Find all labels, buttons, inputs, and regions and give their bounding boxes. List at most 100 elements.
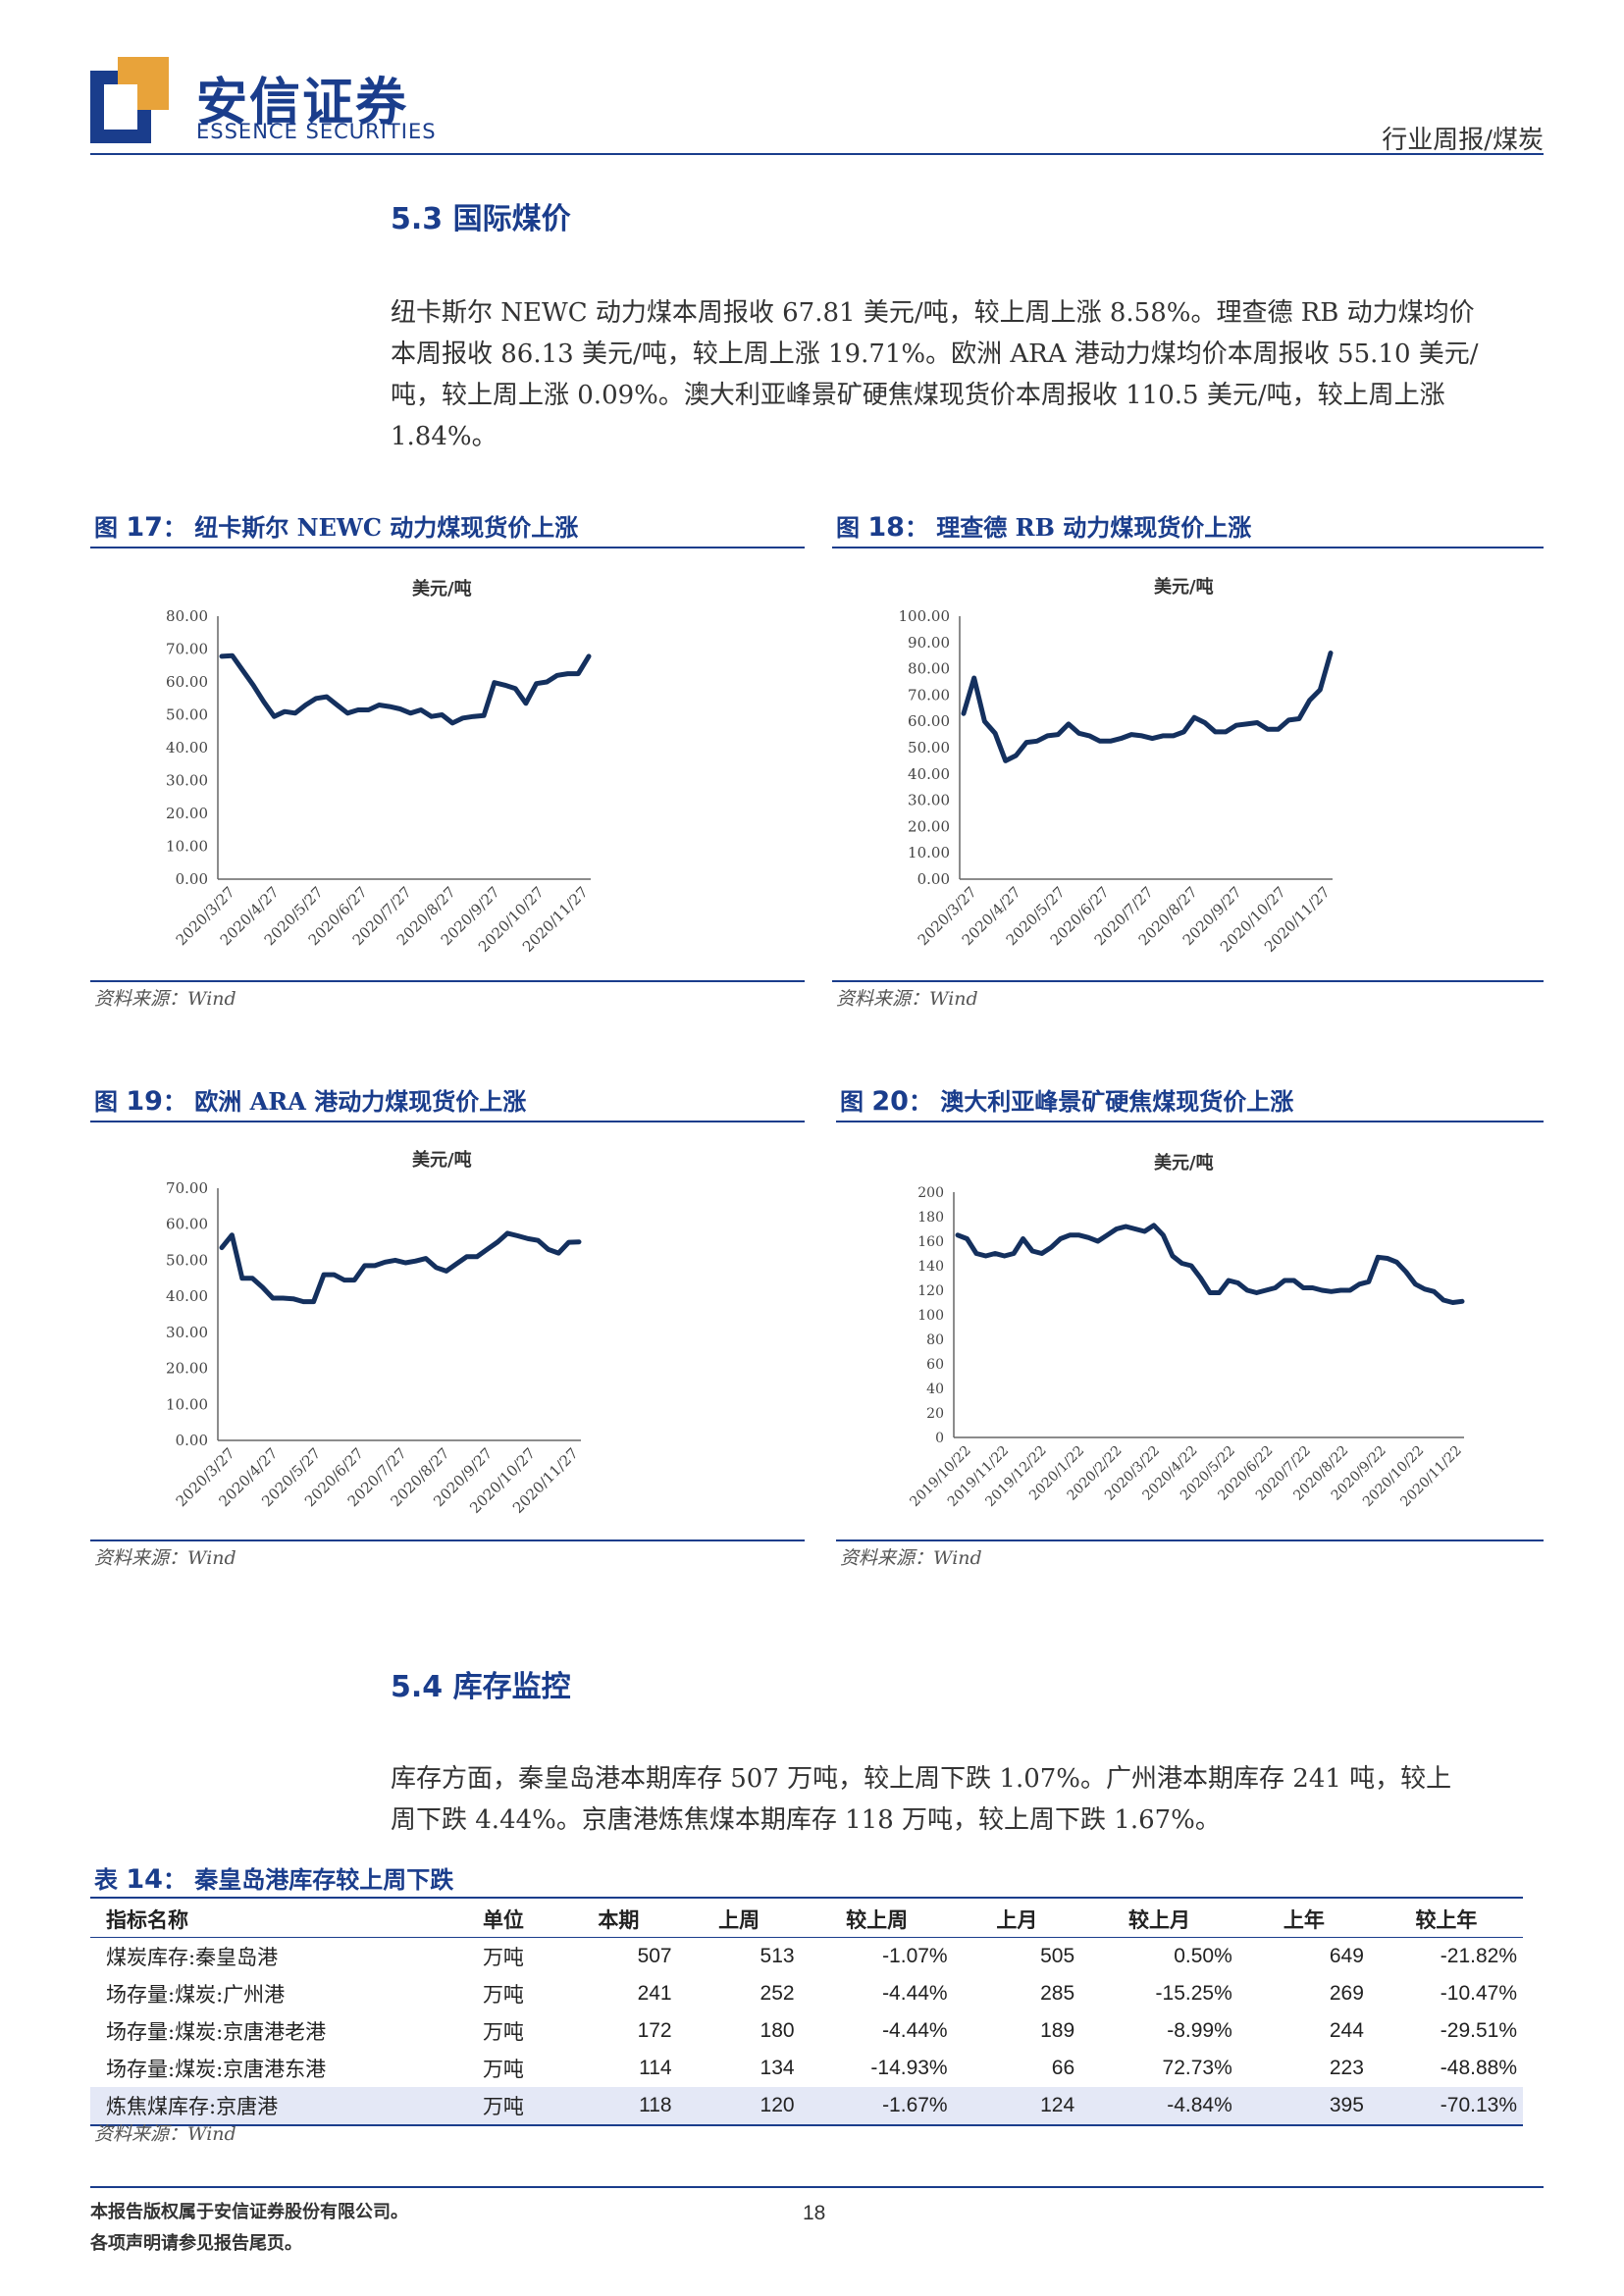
table-source: 资料来源：Wind [94, 2123, 236, 2145]
figure-20-source: 资料来源：Wind [840, 1547, 982, 1569]
cell-name: 炼焦煤库存:京唐港 [90, 2087, 447, 2126]
y-tick-label: 60.00 [908, 712, 950, 730]
logo-icon [90, 57, 169, 143]
figure-title-text: 欧洲 ARA 港动力煤现货价上涨 [194, 1087, 527, 1116]
cell-value: 118 [559, 2087, 678, 2126]
logo-text-cn: 安信证券 [196, 74, 409, 132]
figure-19-top-rule [90, 1121, 805, 1122]
cell-value: 124 [953, 2087, 1081, 2126]
series-line [219, 1230, 582, 1305]
series-line [219, 652, 592, 726]
cell-value: 180 [760, 2019, 795, 2042]
table-row: 场存量:煤炭:京唐港东港 万吨 114 134 -14.93% 66 72.73… [90, 2050, 1523, 2087]
cell-value: 66 [1051, 2057, 1075, 2079]
chart-18-rb: 0.00 10.00 20.00 30.00 40.00 50.00 60.00 70.00 8… [899, 607, 1334, 956]
cell-value: 395 [1237, 2087, 1370, 2126]
cell-value: -48.88% [1440, 2057, 1517, 2079]
y-tick-label: 60 [926, 1357, 944, 1373]
cell-value: 223 [1329, 2057, 1364, 2079]
y-tick-label: 40.00 [908, 765, 950, 783]
paragraph-line: 库存方面，秦皇岛港本期库存 507 万吨，较上周下跌 1.07%。广州港本期库存… [391, 1764, 1452, 1794]
table-header-row: 指标名称 单位 本期 上周 较上周 上月 较上月 上年 较上年 [90, 1902, 1523, 1938]
cell-unit: 万吨 [446, 2087, 560, 2126]
y-tick-label: 30.00 [166, 1324, 208, 1341]
y-tick-label: 80.00 [166, 607, 208, 625]
footer-divider [90, 2186, 1544, 2188]
figure-18-bottom-rule [832, 980, 1544, 982]
table-row: 场存量:煤炭:京唐港老港 万吨 172 180 -4.44% 189 -8.99… [90, 2012, 1523, 2050]
cell-value: -29.51% [1440, 2019, 1517, 2042]
logo-text-en: ESSENCE SECURITIES [196, 120, 437, 143]
figure-19-title: 图 19： 欧洲 ARA 港动力煤现货价上涨 [94, 1086, 527, 1117]
cell-name: 场存量:煤炭:京唐港东港 [106, 2058, 327, 2081]
cell-unit: 万吨 [482, 1983, 524, 2007]
y-tick-label: 100 [917, 1308, 944, 1324]
section-5-4-paragraph: 库存方面，秦皇岛港本期库存 507 万吨，较上周下跌 1.07%。广州港本期库存… [391, 1758, 1544, 1841]
y-tick-label: 60.00 [166, 1216, 208, 1233]
y-tick-label: 90.00 [908, 634, 950, 652]
cell-value: -4.44% [882, 1982, 948, 2005]
figure-prefix: 图 [94, 1087, 118, 1116]
cell-value: 252 [760, 1982, 795, 2005]
figure-19-source: 资料来源：Wind [94, 1547, 236, 1569]
y-tick-label: 10.00 [166, 1395, 208, 1413]
y-tick-label: 20.00 [166, 1360, 208, 1378]
y-tick-label: 100.00 [899, 607, 951, 625]
col-header: 较上周 [800, 1902, 954, 1938]
cell-value: 114 [639, 2057, 672, 2079]
cell-value: 513 [760, 1945, 795, 1967]
cell-value: -8.99% [1167, 2019, 1232, 2042]
cell-value: 172 [637, 2019, 672, 2042]
y-tick-label: 70.00 [908, 686, 950, 704]
y-tick-label: 80 [926, 1332, 944, 1348]
inventory-table: 指标名称 单位 本期 上周 较上周 上月 较上月 上年 较上年 煤炭库存:秦皇岛… [90, 1902, 1523, 2126]
y-tick-label: 30.00 [908, 792, 950, 809]
cell-value: -70.13% [1369, 2087, 1523, 2126]
chart-20-unit: 美元/吨 [1154, 1153, 1214, 1174]
y-tick-label: 20.00 [908, 817, 950, 835]
section-title-5-3: 5.3 国际煤价 [391, 202, 571, 236]
table-title-text: 秦皇岛港库存较上周下跌 [194, 1865, 454, 1894]
cell-value: -4.44% [882, 2019, 948, 2042]
figure-number: 18 [867, 512, 905, 543]
cell-name: 场存量:煤炭:广州港 [106, 1983, 286, 2007]
cell-value: 120 [677, 2087, 801, 2126]
y-tick-label: 70.00 [166, 1179, 208, 1197]
table-prefix: 表 [94, 1865, 118, 1894]
paragraph-line: 周下跌 4.44%。京唐港炼焦煤本期库存 118 万吨，较上周下跌 1.67%。 [391, 1805, 1221, 1835]
y-tick-label: 60.00 [166, 673, 208, 691]
figure-number: 17 [126, 512, 163, 543]
figure-prefix: 图 [94, 513, 118, 542]
y-tick-label: 50.00 [166, 1251, 208, 1269]
col-header: 指标名称 [90, 1902, 447, 1938]
y-tick-label: 140 [917, 1259, 944, 1275]
chart-18-unit: 美元/吨 [1154, 577, 1214, 598]
figure-prefix: 图 [836, 513, 860, 542]
figure-17-bottom-rule [90, 980, 805, 982]
figure-number: 19 [126, 1086, 163, 1117]
table-row: 煤炭库存:秦皇岛港 万吨 507 513 -1.07% 505 0.50% 64… [90, 1938, 1523, 1976]
y-tick-label: 0.00 [176, 1432, 208, 1449]
col-header: 本期 [559, 1902, 678, 1938]
report-category: 行业周报/煤炭 [1382, 126, 1544, 155]
y-tick-label: 40.00 [166, 739, 208, 757]
cell-value: -21.82% [1440, 1945, 1517, 1967]
cell-value: 72.73% [1162, 2057, 1232, 2079]
cell-unit: 万吨 [482, 1946, 524, 1969]
figure-20-bottom-rule [836, 1539, 1544, 1541]
col-header: 上周 [677, 1902, 801, 1938]
cell-name: 煤炭库存:秦皇岛港 [106, 1946, 279, 1969]
y-tick-label: 10.00 [166, 838, 208, 856]
cell-value: 244 [1329, 2019, 1364, 2042]
figure-number: 20 [871, 1086, 909, 1117]
col-header: 上月 [953, 1902, 1081, 1938]
y-tick-label: 50.00 [166, 706, 208, 724]
table-top-rule [90, 1897, 1523, 1899]
col-header: 较上月 [1080, 1902, 1238, 1938]
col-header: 单位 [446, 1902, 560, 1938]
y-tick-label: 20.00 [166, 805, 208, 822]
y-tick-label: 80.00 [908, 660, 950, 678]
cell-value: 285 [1040, 1982, 1075, 2005]
table-number: 14 [126, 1864, 163, 1895]
y-tick-label: 20 [926, 1406, 944, 1422]
